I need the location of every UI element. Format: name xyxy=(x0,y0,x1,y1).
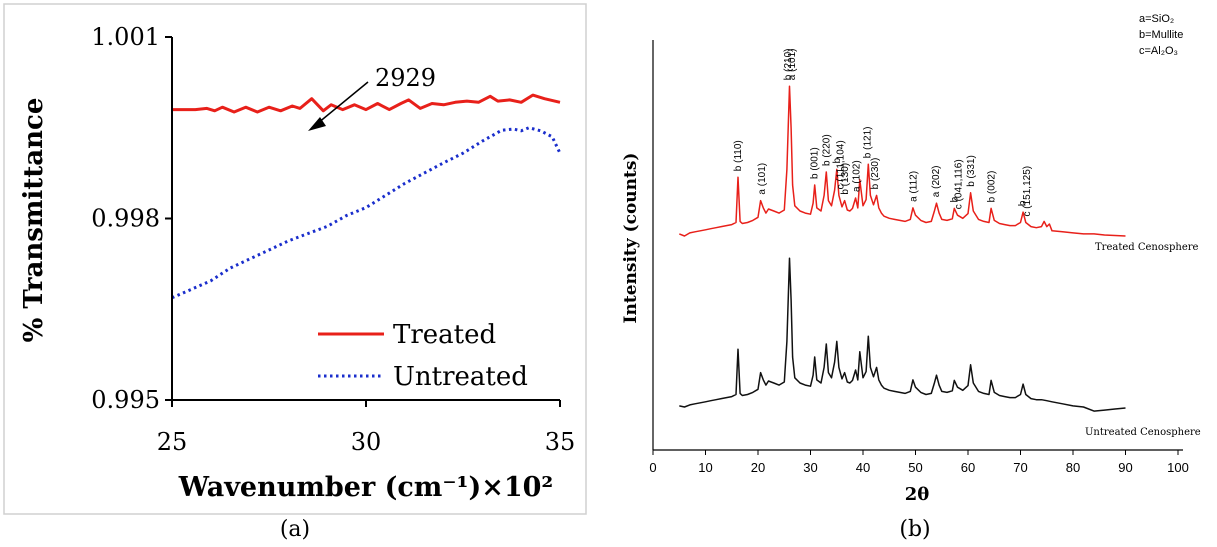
x-tick-label: 100 xyxy=(1167,460,1189,475)
treated-cenosphere-line xyxy=(679,85,1126,237)
series-untreated-line xyxy=(171,126,562,300)
peak-label: a (112) xyxy=(908,171,919,202)
peak-label: b (220) xyxy=(821,134,832,166)
annotation-2929-arrowhead xyxy=(308,117,326,131)
x-tick-label: 90 xyxy=(1118,460,1132,475)
peak-label: b (001) xyxy=(810,147,821,179)
peak-label: c (111,104) xyxy=(835,140,846,189)
y-tick-label: 0.995 xyxy=(91,386,160,414)
panel-a-y-axis-label: % Transmittance xyxy=(19,98,49,343)
peak-label: b (002) xyxy=(987,171,998,203)
treated-cenosphere-label: Treated Cenosphere xyxy=(1095,242,1199,253)
peak-label: a (101) xyxy=(787,49,798,81)
panel-b-series-group xyxy=(679,85,1126,412)
y-tick-label: 0.998 xyxy=(91,205,160,233)
x-tick-label: 25 xyxy=(157,428,188,456)
legend-line-mullite: b=Mullite xyxy=(1139,29,1183,41)
panel-b-peak-labels: b (110)a (101)b (210)a (101)b (001) b (22… xyxy=(733,49,1033,217)
panel-a-ticks: 25 30 35 0.995 0.998 1.001 xyxy=(91,23,575,456)
peak-label: b xyxy=(949,196,960,202)
x-tick-label: 50 xyxy=(908,460,922,475)
panel-a-x-axis-label: Wavenumber (cm⁻¹)×10² xyxy=(178,472,554,503)
x-tick-label: 30 xyxy=(351,428,382,456)
x-tick-label: 35 xyxy=(545,428,576,456)
peak-label: a (202) xyxy=(931,166,942,198)
peak-label: c (041,116) xyxy=(954,159,965,209)
panel-a-legend: Treated Untreated xyxy=(318,320,528,392)
x-tick-label: 0 xyxy=(649,460,656,475)
panel-a-frame xyxy=(3,3,587,515)
panel-a-series-group xyxy=(171,93,562,300)
panel-a-chart: 25 30 35 0.995 0.998 1.001 % Transmittance Wa… xyxy=(3,3,587,542)
legend-treated-label: Treated xyxy=(393,320,496,350)
peak-label: b (110) xyxy=(733,140,744,171)
panel-a-caption: (a) xyxy=(280,517,310,542)
x-tick-label: 70 xyxy=(1013,460,1027,475)
x-tick-label: 30 xyxy=(803,460,817,475)
panel-b-caption: (b) xyxy=(899,517,930,542)
panel-b-chart: 0 10 20 30 40 50 60 70 80 90 100 b (110)a (101)b (… xyxy=(621,13,1201,542)
untreated-cenosphere-line xyxy=(679,257,1126,412)
peak-label: b (121) xyxy=(863,127,874,159)
panel-b-legend: a=SiO₂ b=Mullite c=Al₂O₃ xyxy=(1139,13,1183,57)
legend-untreated-label: Untreated xyxy=(393,362,528,392)
peak-label: c (151,125) xyxy=(1022,166,1033,217)
peak-label: b xyxy=(832,157,843,163)
x-tick-label: 40 xyxy=(856,460,870,475)
peak-label: b (130) xyxy=(840,163,851,195)
series-treated-line xyxy=(172,93,561,114)
peak-label: b (210) xyxy=(783,49,794,81)
x-tick-label: 10 xyxy=(698,460,712,475)
panel-b-y-axis-label: Intensity (counts) xyxy=(621,153,641,324)
peak-label: b (331) xyxy=(966,155,977,187)
x-tick-label: 20 xyxy=(751,460,765,475)
peak-label: b xyxy=(1018,200,1029,206)
y-tick-label: 1.001 xyxy=(91,23,160,51)
peak-label: b (230) xyxy=(870,158,881,190)
peak-label: a (102) xyxy=(852,160,863,192)
panel-b-ticks: 0 10 20 30 40 50 60 70 80 90 100 xyxy=(649,450,1189,475)
untreated-cenosphere-label: Untreated Cenosphere xyxy=(1085,427,1201,438)
peak-label: a (101) xyxy=(757,163,768,195)
x-tick-label: 80 xyxy=(1066,460,1080,475)
x-tick-label: 60 xyxy=(961,460,975,475)
panel-b-x-axis-label: 2θ xyxy=(905,484,930,505)
legend-line-al2o3: c=Al₂O₃ xyxy=(1139,45,1178,57)
legend-line-sio2: a=SiO₂ xyxy=(1139,13,1174,25)
annotation-2929: 2929 xyxy=(375,64,436,92)
